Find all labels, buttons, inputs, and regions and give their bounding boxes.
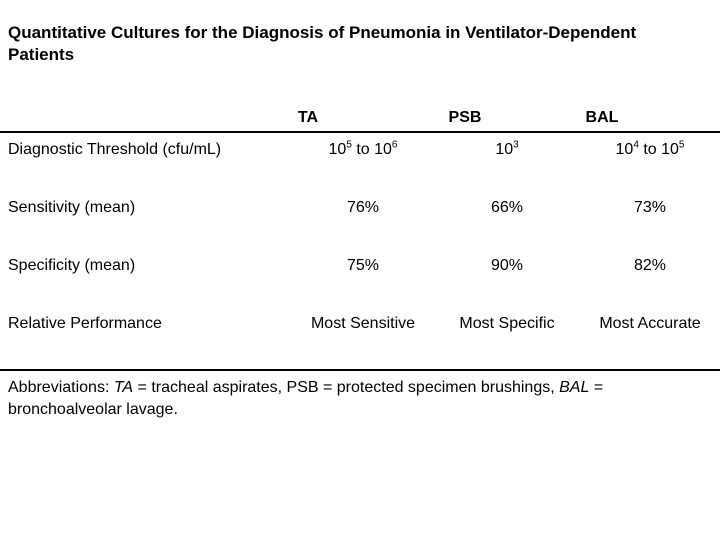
cell-sensitivity-bal: 73%: [633, 199, 667, 216]
cell-sensitivity-ta: 76%: [346, 199, 380, 216]
page-title-line1: Quantitative Cultures for the Diagnosis …: [8, 23, 637, 42]
cell-specificity-bal: 82%: [633, 257, 667, 274]
page-title: Quantitative Cultures for the Diagnosis …: [8, 22, 708, 66]
column-header-psb: PSB: [448, 109, 482, 126]
cell-specificity-ta: 75%: [346, 257, 380, 274]
footnote-rule: [0, 369, 720, 371]
header-rule: [0, 131, 720, 133]
column-header-ta: TA: [297, 109, 319, 126]
footnote: Abbreviations: TA = tracheal aspirates, …: [8, 379, 604, 418]
cell-threshold-psb: 103: [495, 139, 519, 158]
cell-sensitivity-psb: 66%: [490, 199, 524, 216]
row-label-sensitivity: Sensitivity (mean): [8, 199, 136, 216]
row-label-diagnostic-threshold: Diagnostic Threshold (cfu/mL): [8, 141, 222, 158]
cell-performance-psb: Most Specific: [459, 315, 555, 332]
row-label-relative-performance: Relative Performance: [8, 315, 162, 332]
cell-threshold-ta: 105 to 106: [328, 139, 398, 158]
column-header-bal: BAL: [585, 109, 619, 126]
cell-threshold-bal: 104 to 105: [615, 139, 685, 158]
cell-specificity-psb: 90%: [490, 257, 524, 274]
cell-performance-bal: Most Accurate: [599, 315, 701, 332]
cell-performance-ta: Most Sensitive: [310, 315, 416, 332]
row-label-specificity: Specificity (mean): [8, 257, 136, 274]
page-title-line2: Patients: [8, 45, 75, 64]
